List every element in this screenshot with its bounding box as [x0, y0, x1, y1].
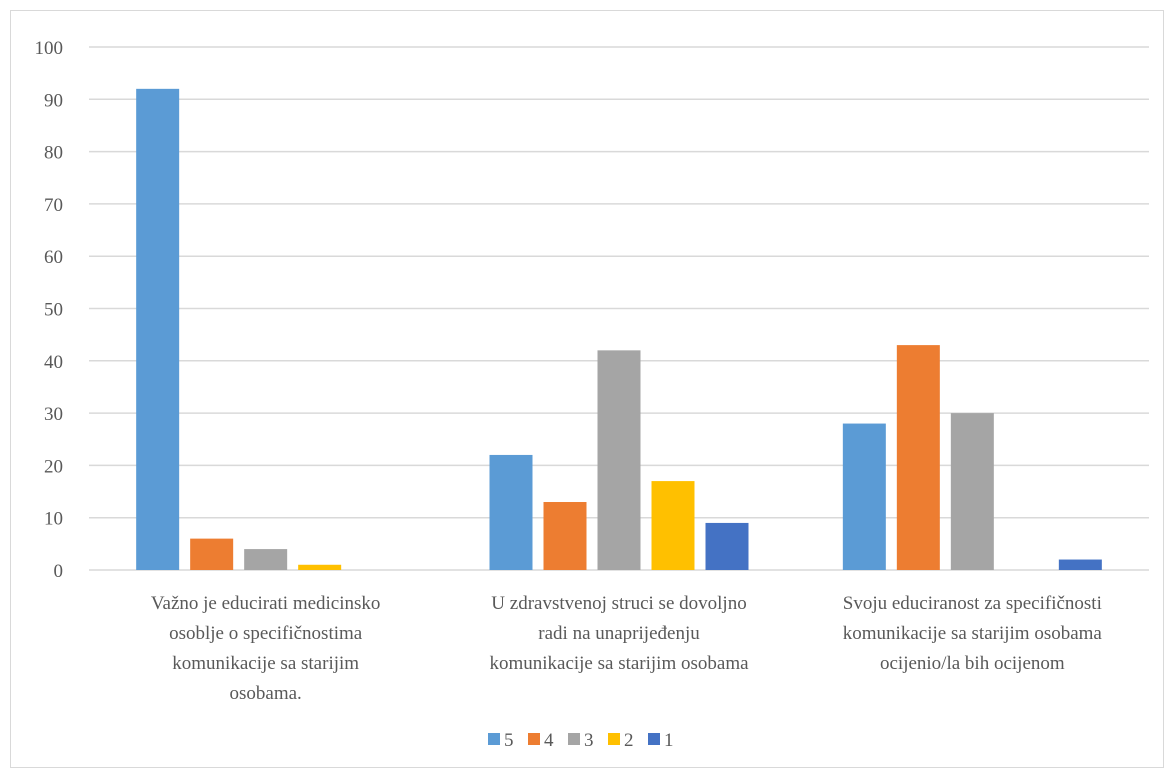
y-axis-tick-labels: 0 10 20 30 40 50 60 70 80 90 100: [35, 38, 64, 582]
y-tick-label: 100: [35, 38, 64, 59]
category-label-line: osobama.: [230, 683, 302, 704]
legend-swatch-1: [648, 733, 660, 745]
category-label-line: komunikacije sa starijim osobama: [489, 653, 749, 674]
legend-label-4: 4: [544, 730, 554, 751]
category-label-line: komunikacije sa starijim osobama: [843, 623, 1103, 644]
legend-label-3: 3: [584, 730, 594, 751]
bar-series-5-cat-2: [489, 454, 533, 570]
y-tick-label: 0: [54, 561, 64, 582]
bar-series-3-cat-1: [244, 549, 288, 570]
category-label-line: radi na unaprijeđenju: [538, 623, 700, 644]
y-tick-label: 80: [44, 143, 63, 164]
y-tick-label: 90: [44, 90, 63, 111]
category-labels: Važno je educirati medicinsko osoblje o s…: [151, 593, 1103, 704]
bar-series-5-cat-1: [136, 88, 180, 570]
bar-series-4-cat-1: [190, 538, 234, 570]
bar-chart: 0 10 20 30 40 50 60 70 80 90 100 Važno je educirat…: [35, 38, 1149, 751]
y-tick-label: 30: [44, 404, 63, 425]
y-tick-label: 20: [44, 456, 63, 477]
legend-swatch-2: [608, 733, 620, 745]
category-label-line: U zdravstvenoj struci se dovoljno: [491, 593, 746, 614]
y-tick-label: 70: [44, 195, 63, 216]
legend: 5 4 3 2 1: [488, 730, 674, 751]
category-label-line: Važno je educirati medicinsko: [151, 593, 381, 614]
y-tick-label: 40: [44, 352, 63, 373]
y-tick-label: 60: [44, 247, 63, 268]
bar-series-2-cat-2: [651, 481, 695, 570]
bar-series-4-cat-3: [896, 345, 940, 570]
bar-series-4-cat-2: [543, 502, 587, 570]
bar-series-5-cat-3: [842, 423, 886, 570]
category-label-line: komunikacije sa starijim: [172, 653, 359, 674]
bar-series-1-cat-2: [705, 522, 749, 570]
bar-series-1-cat-3: [1058, 559, 1102, 570]
legend-label-1: 1: [664, 730, 674, 751]
bar-series-2-cat-1: [298, 564, 342, 570]
legend-label-5: 5: [504, 730, 514, 751]
legend-swatch-5: [488, 733, 500, 745]
legend-swatch-4: [528, 733, 540, 745]
y-tick-label: 50: [44, 300, 63, 321]
bar-series-3-cat-3: [950, 413, 994, 570]
bars: [136, 88, 1102, 570]
category-label-line: Svoju educiranost za specifičnosti: [843, 593, 1102, 614]
legend-swatch-3: [568, 733, 580, 745]
category-label-line: osoblje o specifičnostima: [169, 623, 363, 644]
bar-series-3-cat-2: [597, 350, 641, 570]
category-label-line: ocijenio/la bih ocijenom: [880, 653, 1065, 674]
chart-frame: 0 10 20 30 40 50 60 70 80 90 100 Važno je educirat…: [10, 10, 1164, 768]
y-tick-label: 10: [44, 509, 63, 530]
legend-label-2: 2: [624, 730, 634, 751]
